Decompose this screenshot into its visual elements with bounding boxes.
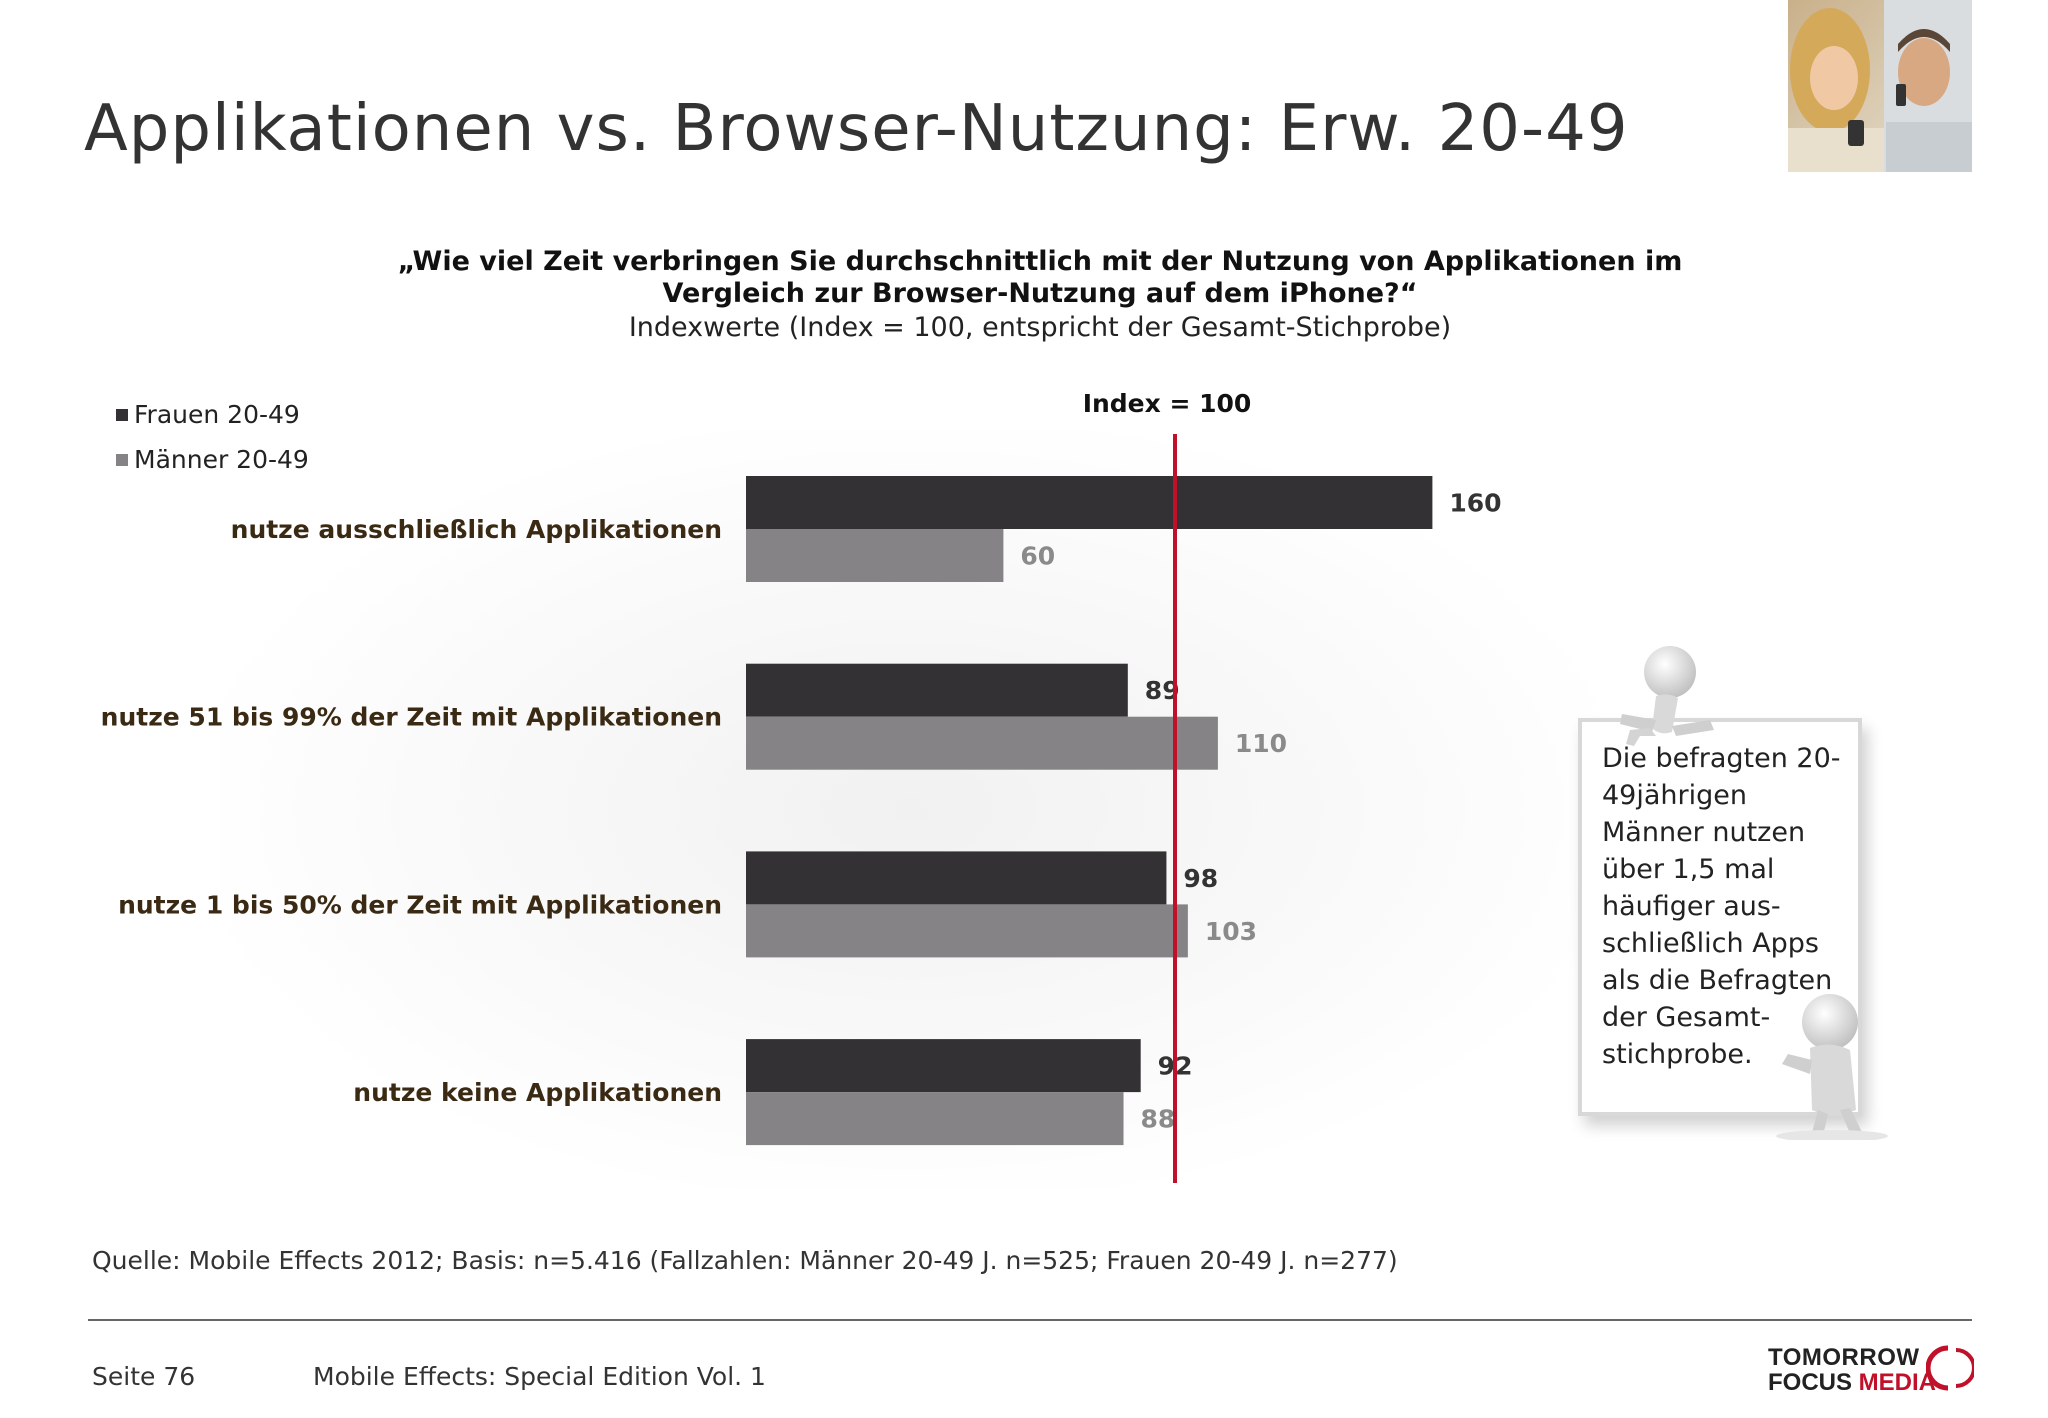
note-line: über 1,5 mal xyxy=(1602,854,1775,885)
bar-frauen xyxy=(746,1039,1141,1093)
page-number: Seite 76 xyxy=(92,1362,196,1391)
legend-item-maenner: Männer 20-49 xyxy=(116,437,309,482)
logo-word-focus: FOCUS xyxy=(1768,1369,1859,1396)
bar-maenner xyxy=(746,904,1188,958)
survey-question: „Wie viel Zeit verbringen Sie durchschni… xyxy=(200,246,1880,310)
note-line: der Gesamt- xyxy=(1602,1002,1771,1033)
data-label: 98 xyxy=(1183,864,1218,893)
data-label: 160 xyxy=(1449,489,1501,518)
category-label: nutze keine Applikationen xyxy=(353,1078,722,1107)
category-label: nutze 1 bis 50% der Zeit mit Applikation… xyxy=(118,890,722,919)
legend-label-maenner: Männer 20-49 xyxy=(134,445,309,474)
category-label: nutze 51 bis 99% der Zeit mit Applikatio… xyxy=(101,703,722,732)
figure-holding-board-icon xyxy=(1620,646,1888,1140)
note-line: stichprobe. xyxy=(1602,1039,1753,1070)
legend-label-frauen: Frauen 20-49 xyxy=(134,400,300,429)
legend-swatch-frauen xyxy=(116,408,128,421)
note-line: schließlich Apps xyxy=(1602,928,1820,959)
note-line: Die befragten 20- xyxy=(1602,743,1841,774)
bar-frauen xyxy=(746,851,1167,905)
edition-label: Mobile Effects: Special Edition Vol. 1 xyxy=(313,1362,766,1391)
data-label: 88 xyxy=(1141,1105,1176,1134)
logo-word-media: MEDIA xyxy=(1858,1369,1937,1396)
page-title: Applikationen vs. Browser-Nutzung: Erw. … xyxy=(84,92,1629,166)
tomorrow-focus-media-logo: TOMORROW FOCUS MEDIA xyxy=(1766,1340,1976,1396)
chart-subtitle: Indexwerte (Index = 100, entspricht der … xyxy=(628,312,1452,343)
bar-frauen xyxy=(746,476,1433,529)
footer-divider xyxy=(88,1319,1972,1321)
logo-line-1: TOMORROW xyxy=(1768,1344,1920,1371)
bar-maenner xyxy=(746,1092,1124,1146)
note-text: Die befragten 20- 49jährigen Männer nutz… xyxy=(1602,740,1852,1073)
bar-frauen xyxy=(746,663,1128,717)
index-reference-label: Index = 100 xyxy=(1083,389,1252,418)
source-note: Quelle: Mobile Effects 2012; Basis: n=5.… xyxy=(92,1246,1398,1275)
legend-item-frauen: Frauen 20-49 xyxy=(116,392,309,437)
couple-with-phones-photo xyxy=(1788,0,1972,172)
callout-note: Die befragten 20- 49jährigen Männer nutz… xyxy=(1560,640,1900,1140)
data-label: 60 xyxy=(1020,542,1055,571)
legend-swatch-maenner xyxy=(116,453,128,466)
data-label: 110 xyxy=(1235,729,1287,758)
note-line: häufiger aus- xyxy=(1602,891,1781,922)
note-line: Männer nutzen xyxy=(1602,817,1806,848)
bar-maenner xyxy=(746,529,1004,582)
logo-line-2: FOCUS MEDIA xyxy=(1768,1369,1936,1397)
question-line-1: „Wie viel Zeit verbringen Sie durchschni… xyxy=(397,246,1683,277)
note-line: als die Befragten xyxy=(1602,965,1833,996)
question-line-2: Vergleich zur Browser-Nutzung auf dem iP… xyxy=(662,278,1418,309)
chart-legend: Frauen 20-49 Männer 20-49 xyxy=(116,392,309,482)
bar-maenner xyxy=(746,716,1218,770)
data-label: 103 xyxy=(1205,917,1257,946)
note-line: 49jährigen xyxy=(1602,780,1747,811)
category-label: nutze ausschließlich Applikationen xyxy=(231,515,722,544)
logo-ring-icon xyxy=(1926,1345,1974,1391)
